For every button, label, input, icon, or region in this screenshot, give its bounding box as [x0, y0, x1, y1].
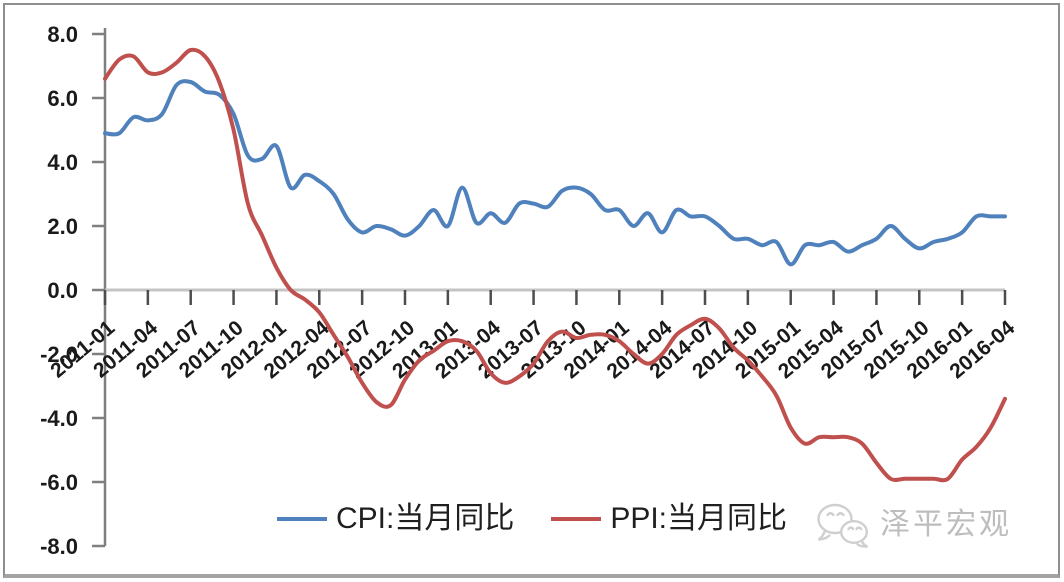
- wechat-icon: [817, 503, 869, 548]
- y-tick-label: -8.0: [40, 534, 78, 559]
- y-tick-label: -4.0: [40, 406, 78, 431]
- y-tick-label: 2.0: [47, 214, 78, 239]
- y-tick-label: 8.0: [47, 22, 78, 47]
- y-tick-label: 4.0: [47, 150, 78, 175]
- y-tick-label: 6.0: [47, 86, 78, 111]
- cpi-line-swatch: [276, 517, 327, 521]
- watermark: 泽平宏观: [814, 499, 1012, 551]
- ppi-line-swatch: [551, 517, 602, 521]
- ppi-legend-label: PPI:当月同比: [610, 502, 788, 535]
- legend-item-cpi: CPI:当月同比: [276, 502, 515, 535]
- watermark-text: 泽平宏观: [880, 508, 1012, 541]
- ppi-line: [103, 47, 1007, 483]
- legend: CPI:当月同比 PPI:当月同比: [0, 504, 1064, 534]
- y-tick-label: -6.0: [40, 470, 78, 495]
- y-tick-label: 0.0: [47, 278, 78, 303]
- cpi-legend-label: CPI:当月同比: [335, 502, 515, 535]
- legend-item-ppi: PPI:当月同比: [551, 504, 787, 534]
- y-tick-label: -2.0: [40, 342, 78, 367]
- cpi-line: [103, 79, 1007, 267]
